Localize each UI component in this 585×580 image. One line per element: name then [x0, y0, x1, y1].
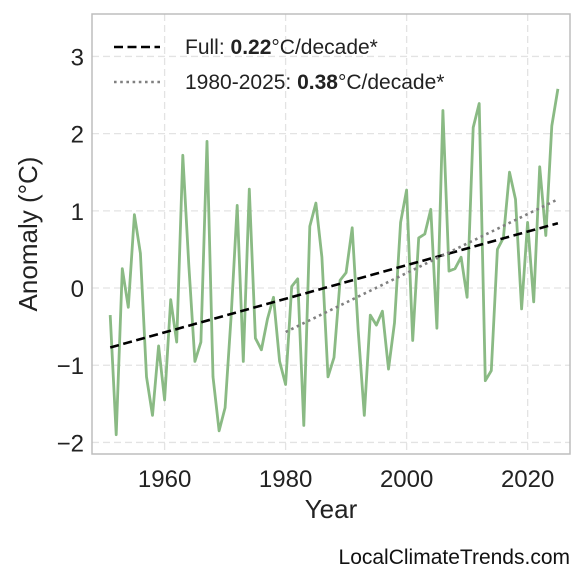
x-tick-label: 1980: [259, 466, 312, 493]
y-axis-label: Anomaly (°C): [13, 157, 43, 312]
x-axis-label: Year: [305, 494, 358, 524]
y-tick-label: 3: [71, 44, 84, 71]
legend: Full: 0.22°C/decade* 1980-2025: 0.38°C/de…: [114, 36, 444, 94]
legend-entry: Full: 0.22°C/decade*: [185, 36, 378, 59]
x-tick-label: 2000: [380, 466, 433, 493]
series-lines: [108, 88, 560, 437]
legend-entry: 1980-2025: 0.38°C/decade*: [185, 71, 444, 94]
y-tick-label: −2: [57, 430, 84, 457]
watermark: LocalClimateTrends.com: [338, 546, 570, 569]
y-tick-label: 1: [71, 199, 84, 226]
x-tick-label: 1960: [138, 466, 191, 493]
x-tick-label: 2020: [501, 466, 554, 493]
tick-labels: 1960 1980 2000 2020 −2 −1 0 1 2 3: [57, 44, 555, 493]
plot-frame: [91, 13, 571, 455]
dashed-trend-line: [109, 221, 559, 349]
dotted-trend-line: [285, 198, 559, 334]
anomaly-series-line: [108, 88, 560, 437]
y-tick-label: 2: [71, 122, 84, 149]
y-tick-label: 0: [71, 276, 84, 303]
y-tick-label: −1: [57, 353, 84, 380]
